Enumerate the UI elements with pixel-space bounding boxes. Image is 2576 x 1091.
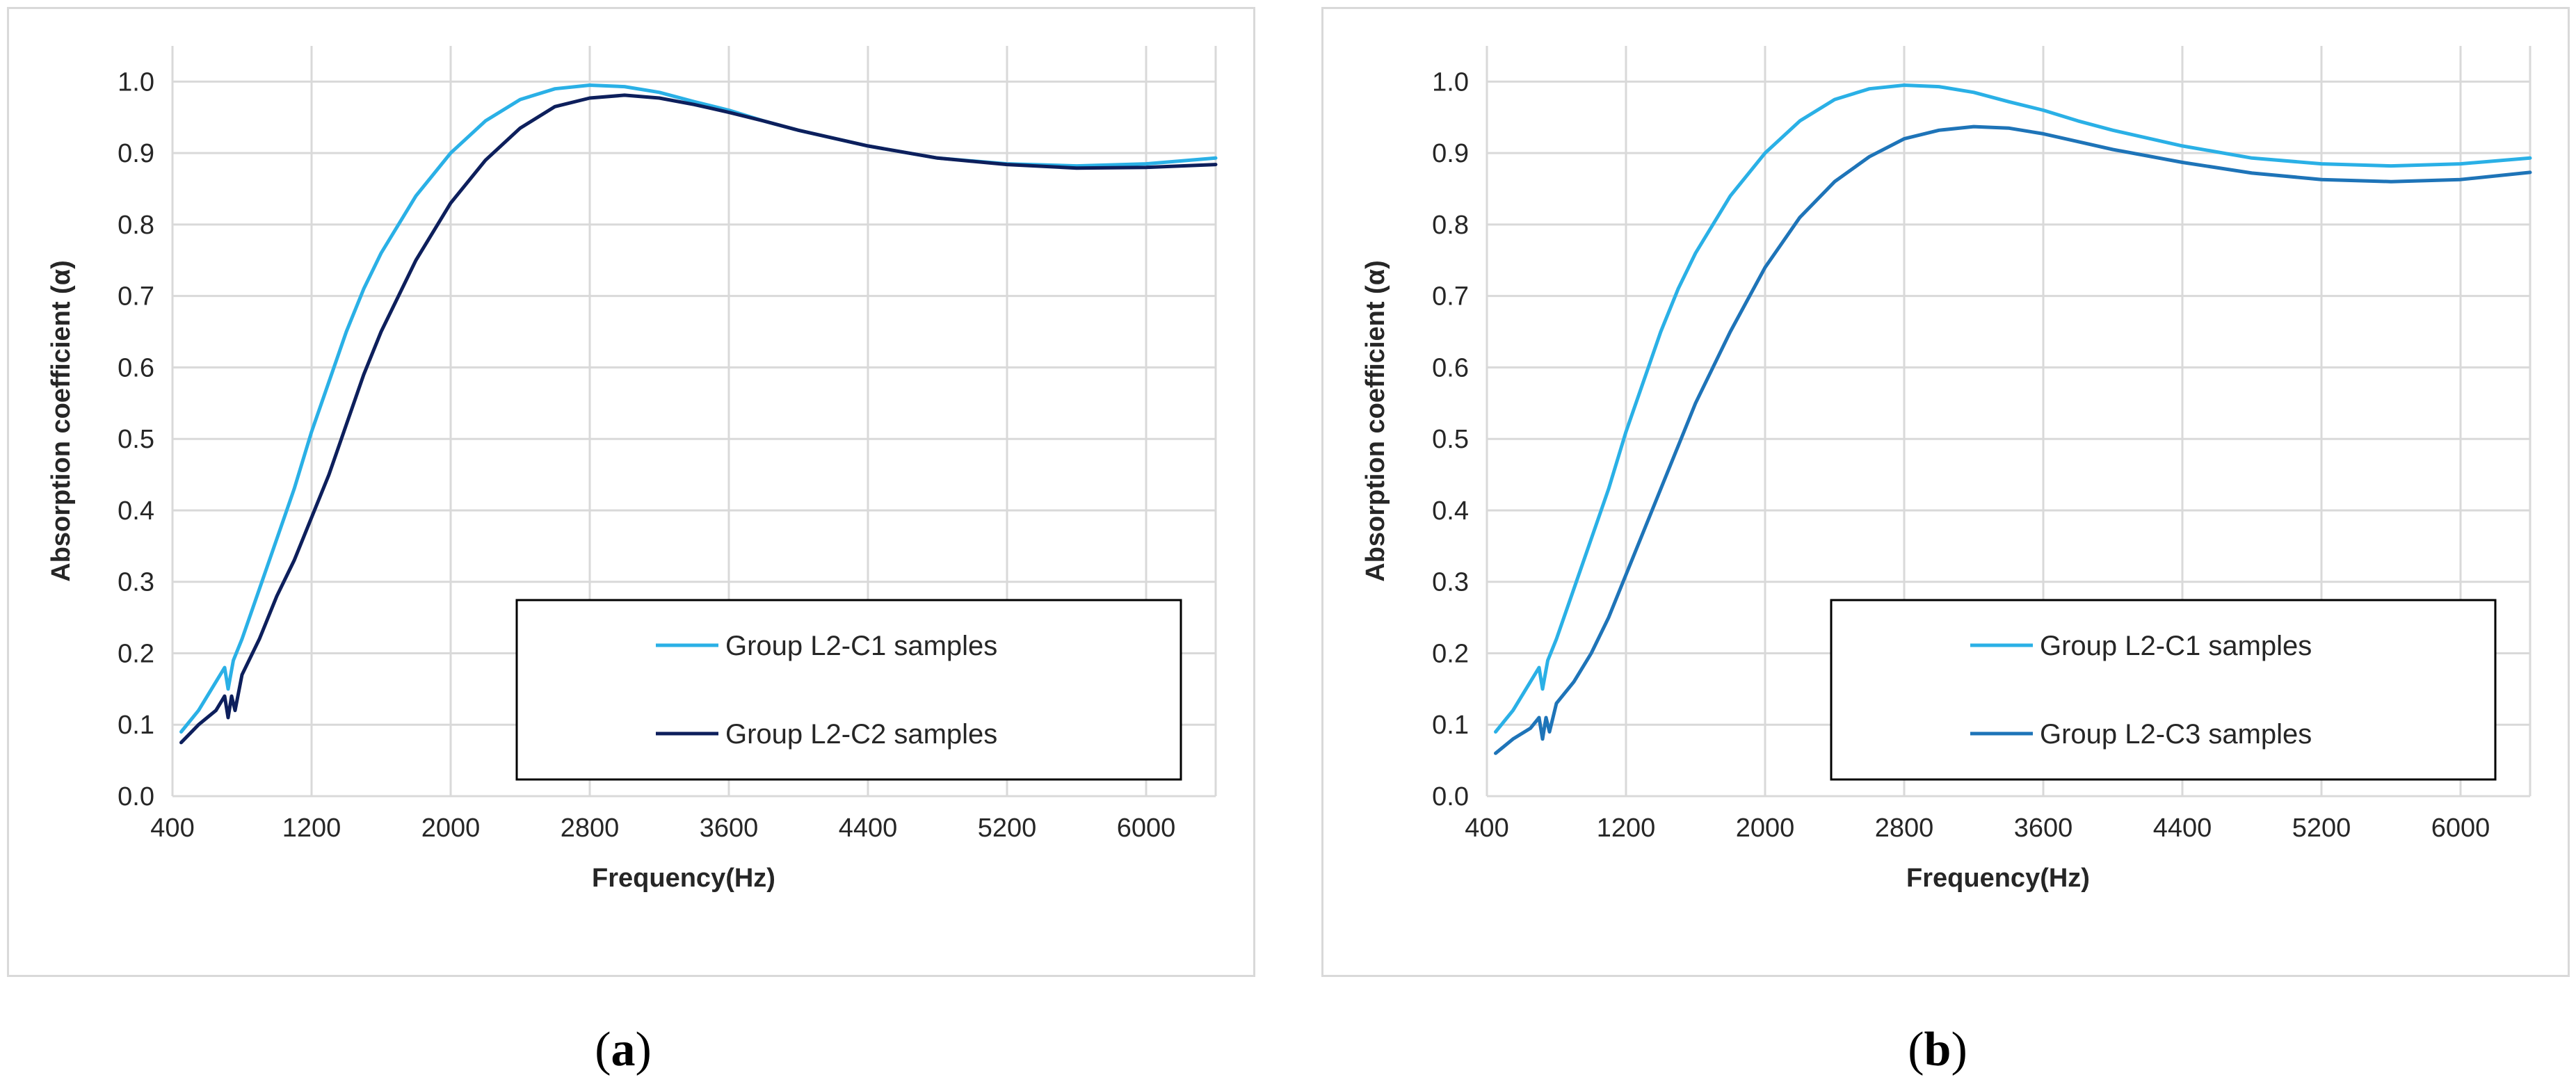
chart-a-ytick-label-6: 0.6 (118, 353, 154, 382)
chart-a-legend-label-0: Group L2-C1 samples (725, 631, 997, 661)
chart-a-ytick-label-4: 0.4 (118, 496, 154, 526)
chart-panel-a: 0.0 0.1 0.2 0.3 0.4 0.5 0.6 0.7 0.8 0.9 1.0 400 1200… (7, 7, 1255, 977)
chart-b-legend-label-1: Group L2-C3 samples (2040, 719, 2312, 750)
chart-b-ytick-label-8: 0.8 (1432, 211, 1469, 240)
chart-a-ytick-label-2: 0.2 (118, 639, 154, 668)
chart-b-ytick-label-3: 0.3 (1432, 568, 1469, 597)
chart-b-xtick-label-2: 2000 (1736, 814, 1795, 843)
chart-panel-b: 0.0 0.1 0.2 0.3 0.4 0.5 0.6 0.7 0.8 0.9 1.0 400 1200… (1321, 7, 2570, 977)
chart-a-xtick-label-7: 6000 (1117, 814, 1176, 843)
chart-a-legend-label-1: Group L2-C2 samples (725, 719, 997, 750)
chart-b-xtick-label-0: 400 (1465, 814, 1508, 843)
chart-a-xtick-label-4: 3600 (700, 814, 759, 843)
chart-b-legend-box (1830, 599, 2497, 781)
chart-b-xtick-label-3: 2800 (1875, 814, 1934, 843)
chart-a-ytick-label-5: 0.5 (118, 425, 154, 454)
caption-a: (a) (595, 1023, 652, 1076)
chart-b-ytick-label-10: 1.0 (1432, 67, 1469, 97)
chart-b-svg: 0.0 0.1 0.2 0.3 0.4 0.5 0.6 0.7 0.8 0.9 1.0 400 1200… (1361, 46, 2532, 893)
chart-a-ytick-label-10: 1.0 (118, 67, 154, 97)
chart-a-svg: 0.0 0.1 0.2 0.3 0.4 0.5 0.6 0.7 0.8 0.9 1.0 400 1200… (47, 46, 1218, 893)
chart-a-ytick-label-7: 0.7 (118, 282, 154, 312)
chart-a-ytick-label-9: 0.9 (118, 139, 154, 168)
chart-b-series-line-1 (1494, 124, 2532, 755)
chart-b-y-axis-title: Absorption coefficient (α) (1361, 260, 1390, 581)
chart-a-ytick-label-3: 0.3 (118, 568, 154, 597)
chart-b-xtick-label-1: 1200 (1597, 814, 1656, 843)
chart-b-ytick-label-6: 0.6 (1432, 353, 1469, 382)
caption-b-letter: b (1924, 1023, 1951, 1076)
chart-a-y-axis-title: Absorption coefficient (α) (47, 260, 76, 581)
chart-b-xtick-label-4: 3600 (2014, 814, 2073, 843)
chart-a-xtick-label-5: 4400 (839, 814, 898, 843)
chart-a-xtick-label-1: 1200 (282, 814, 341, 843)
chart-b-series-line-0 (1494, 83, 2532, 734)
chart-b-xtick-label-7: 6000 (2431, 814, 2490, 843)
chart-a-ytick-label-8: 0.8 (118, 211, 154, 240)
chart-b-ytick-label-7: 0.7 (1432, 282, 1469, 312)
caption-a-letter: a (611, 1023, 636, 1076)
chart-a-ytick-label-0: 0.0 (118, 782, 154, 811)
chart-b-ytick-label-5: 0.5 (1432, 425, 1469, 454)
chart-a-ytick-label-1: 0.1 (118, 711, 154, 740)
chart-a-x-axis-title: Frequency(Hz) (592, 864, 775, 893)
chart-b-ytick-label-9: 0.9 (1432, 139, 1469, 168)
caption-b: (b) (1908, 1023, 1967, 1076)
chart-b-ytick-label-4: 0.4 (1432, 496, 1469, 526)
chart-a-xtick-label-2: 2000 (421, 814, 481, 843)
chart-b-xtick-label-5: 4400 (2153, 814, 2212, 843)
chart-b-ytick-label-2: 0.2 (1432, 639, 1469, 668)
chart-a-series-line-1 (179, 93, 1218, 745)
chart-b-legend-label-0: Group L2-C1 samples (2040, 631, 2312, 661)
chart-b-ytick-label-1: 0.1 (1432, 711, 1469, 740)
chart-b-ytick-label-0: 0.0 (1432, 782, 1469, 811)
chart-b-xtick-label-6: 5200 (2292, 814, 2351, 843)
chart-a-xtick-label-0: 400 (150, 814, 194, 843)
chart-b-x-axis-title: Frequency(Hz) (1906, 864, 2090, 893)
chart-a-xtick-label-6: 5200 (978, 814, 1037, 843)
chart-a-xtick-label-3: 2800 (561, 814, 620, 843)
chart-a-legend-box (515, 599, 1182, 781)
